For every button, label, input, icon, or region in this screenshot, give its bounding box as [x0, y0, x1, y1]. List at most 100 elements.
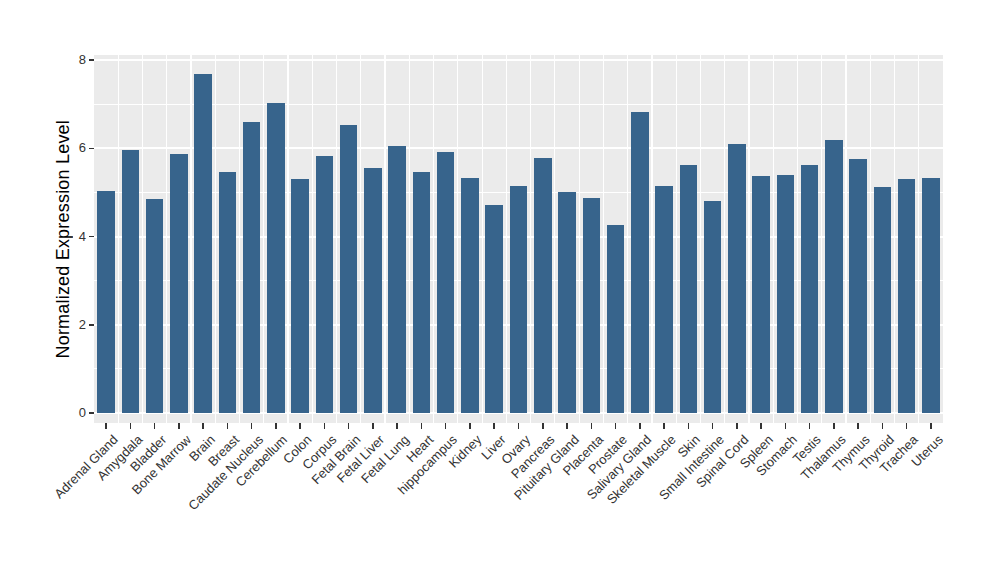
gridline-vertical — [603, 55, 604, 423]
gridline-vertical — [336, 55, 337, 423]
bar — [146, 199, 164, 413]
x-tick-mark — [178, 423, 180, 429]
gridline-vertical — [215, 55, 216, 423]
x-tick-mark — [736, 423, 738, 429]
x-tick-mark — [785, 423, 787, 429]
x-tick-mark — [615, 423, 617, 429]
gridline-vertical — [506, 55, 507, 423]
gridline-vertical — [651, 55, 652, 423]
bar — [388, 146, 406, 413]
plot-panel — [94, 55, 943, 423]
x-tick-mark — [591, 423, 593, 429]
gridline-vertical — [627, 55, 628, 423]
bar — [607, 225, 625, 413]
x-tick-mark — [299, 423, 301, 429]
bar — [267, 103, 285, 413]
gridline-vertical — [554, 55, 555, 423]
gridline-vertical — [870, 55, 871, 423]
y-tick-mark — [89, 236, 94, 238]
y-tick-label: 4 — [55, 230, 86, 244]
bar — [583, 198, 601, 413]
x-tick-mark — [202, 423, 204, 429]
x-tick-mark — [396, 423, 398, 429]
bar — [122, 150, 140, 413]
x-tick-mark — [372, 423, 374, 429]
gridline-vertical — [384, 55, 385, 423]
y-tick-mark — [89, 148, 94, 150]
x-tick-mark — [566, 423, 568, 429]
bar — [680, 165, 698, 413]
bar — [97, 191, 115, 413]
bar — [922, 178, 940, 413]
y-tick-label: 0 — [55, 406, 86, 420]
y-tick-mark — [89, 59, 94, 61]
gridline-vertical — [239, 55, 240, 423]
x-tick-mark — [154, 423, 156, 429]
gridline-vertical — [457, 55, 458, 423]
bar — [316, 156, 334, 413]
gridline-vertical — [748, 55, 749, 423]
bar — [728, 144, 746, 413]
bar — [704, 201, 722, 413]
gridline-vertical — [821, 55, 822, 423]
x-tick-mark — [421, 423, 423, 429]
bar — [777, 175, 795, 413]
bar — [655, 186, 673, 413]
y-tick-label: 8 — [55, 53, 86, 67]
bar — [364, 168, 382, 413]
major-gridline-horizontal — [94, 147, 943, 149]
gridline-vertical — [409, 55, 410, 423]
gridline-vertical — [530, 55, 531, 423]
x-tick-mark — [227, 423, 229, 429]
x-tick-mark — [493, 423, 495, 429]
bar — [413, 172, 431, 413]
x-tick-mark — [906, 423, 908, 429]
gridline-vertical — [724, 55, 725, 423]
bar — [510, 186, 528, 413]
x-tick-mark — [251, 423, 253, 429]
bar — [437, 152, 455, 413]
x-tick-mark — [882, 423, 884, 429]
y-tick-mark — [89, 324, 94, 326]
major-gridline-horizontal — [94, 59, 943, 61]
gridline-vertical — [287, 55, 288, 423]
bar — [219, 172, 237, 413]
gridline-vertical — [845, 55, 846, 423]
x-tick-mark — [348, 423, 350, 429]
bar-chart-figure: Normalized Expression Level 02468Adrenal… — [0, 0, 1000, 580]
x-tick-mark — [639, 423, 641, 429]
gridline-vertical — [773, 55, 774, 423]
x-tick-mark — [833, 423, 835, 429]
gridline-vertical — [918, 55, 919, 423]
bar — [849, 159, 867, 413]
x-tick-mark — [275, 423, 277, 429]
bar — [243, 122, 261, 413]
bar — [485, 205, 503, 413]
bar — [898, 179, 916, 413]
bar — [558, 192, 576, 413]
gridline-vertical — [797, 55, 798, 423]
x-tick-mark — [518, 423, 520, 429]
gridline-vertical — [676, 55, 677, 423]
bar — [534, 158, 552, 413]
x-tick-mark — [130, 423, 132, 429]
x-tick-mark — [663, 423, 665, 429]
gridline-vertical — [190, 55, 191, 423]
gridline-vertical — [482, 55, 483, 423]
bar — [194, 74, 212, 413]
gridline-vertical — [360, 55, 361, 423]
bar — [801, 165, 819, 413]
y-tick-label: 6 — [55, 141, 86, 155]
gridline-vertical — [312, 55, 313, 423]
gridline-vertical — [142, 55, 143, 423]
y-tick-label: 2 — [55, 318, 86, 332]
x-tick-mark — [105, 423, 107, 429]
bar — [874, 187, 892, 413]
x-tick-mark — [760, 423, 762, 429]
x-tick-mark — [712, 423, 714, 429]
x-tick-mark — [688, 423, 690, 429]
bar — [752, 176, 770, 413]
x-tick-mark — [857, 423, 859, 429]
bar — [340, 125, 358, 413]
gridline-vertical — [263, 55, 264, 423]
